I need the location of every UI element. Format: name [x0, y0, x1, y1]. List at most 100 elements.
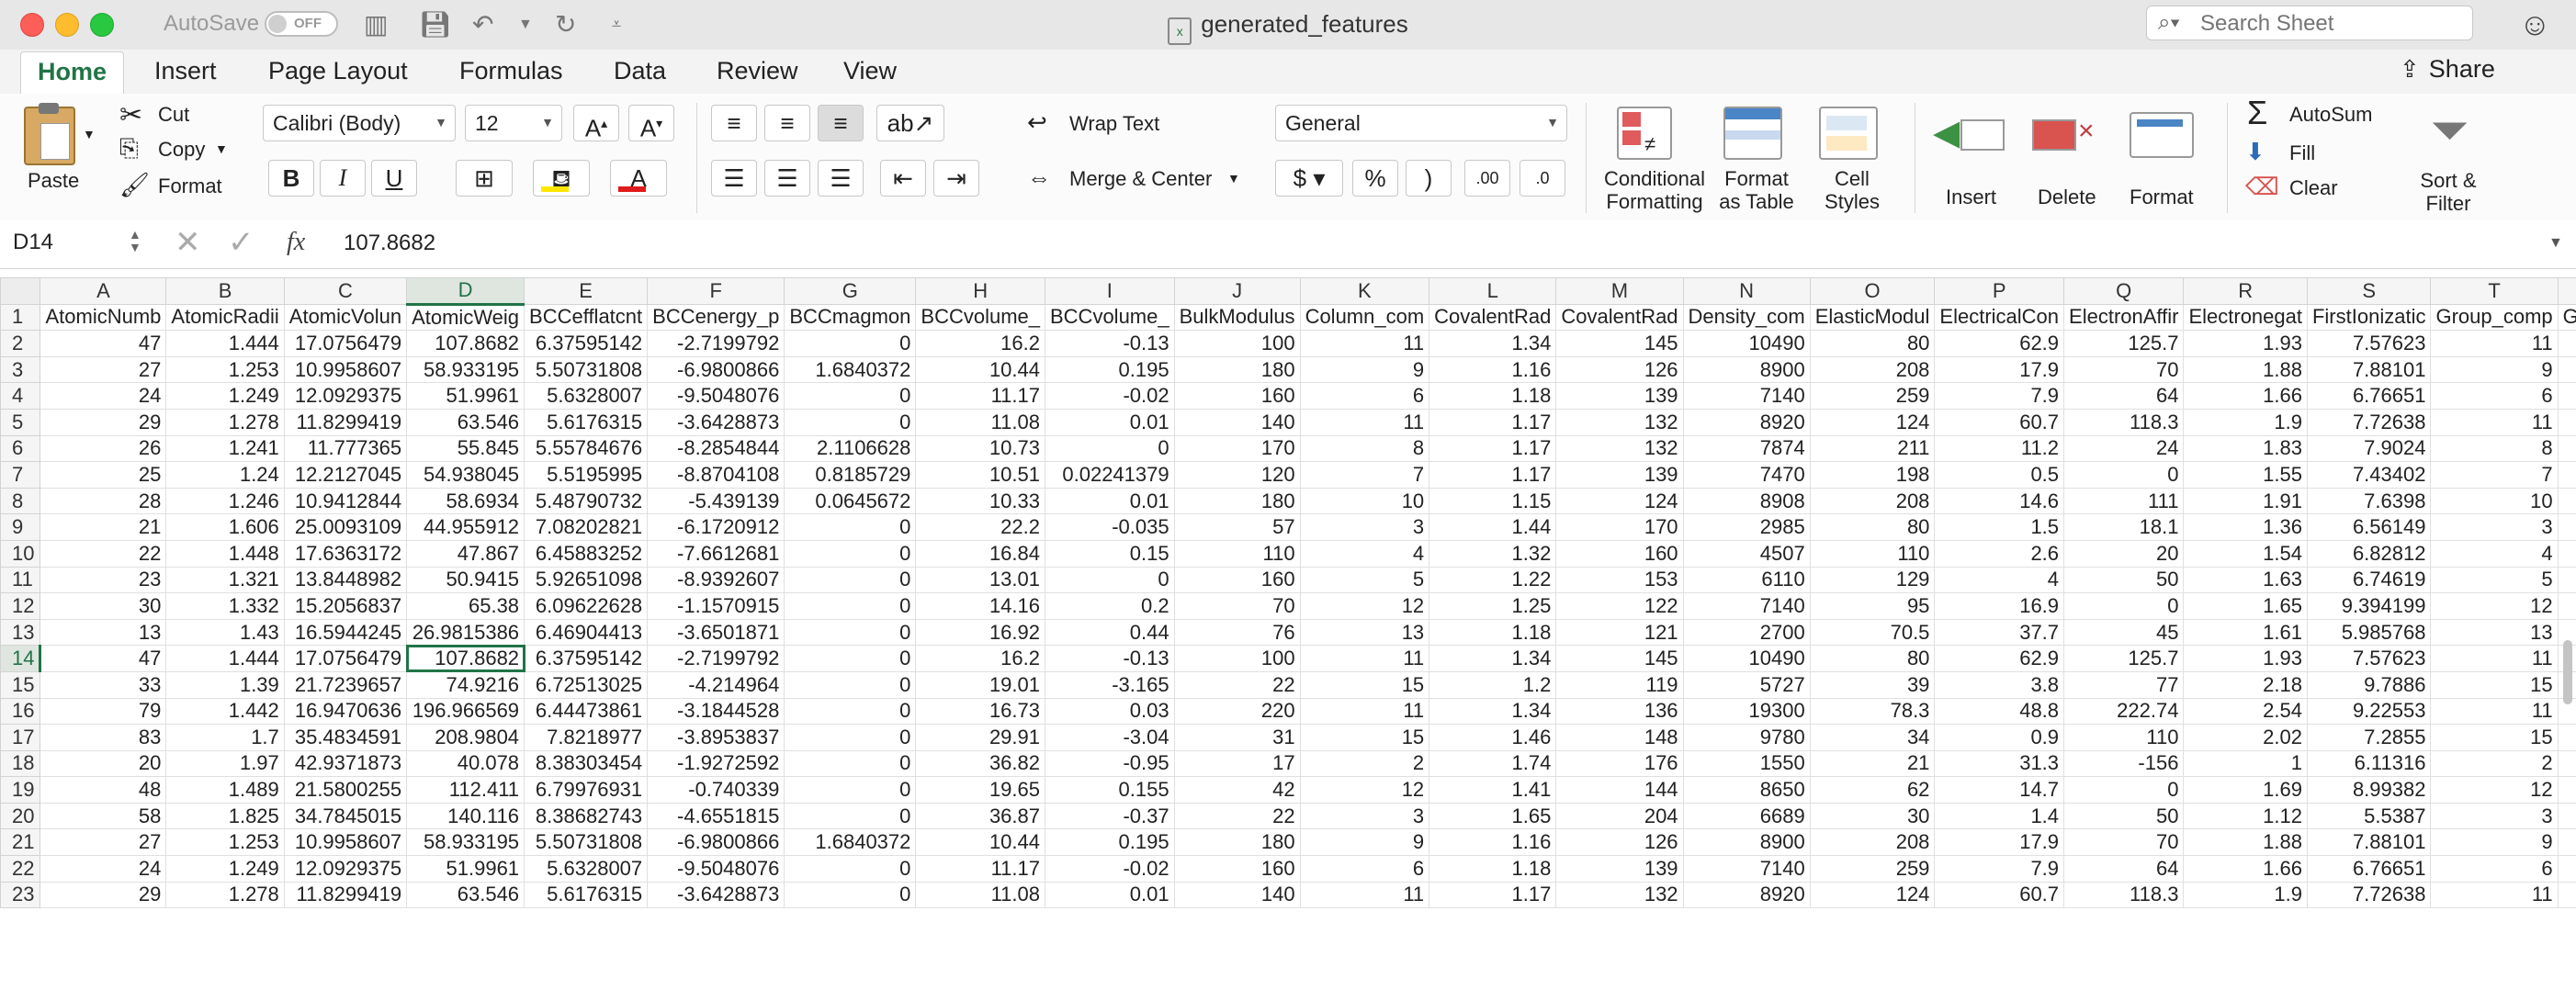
cell[interactable]: 8900 [1682, 828, 1811, 857]
cell[interactable]: 1.63 [2183, 566, 2308, 594]
cell[interactable]: 4 [1299, 539, 1430, 568]
column-header-c[interactable]: C [283, 277, 408, 305]
cell[interactable]: 2.1106628 [784, 434, 917, 463]
cell[interactable]: -0.37 [1045, 802, 1175, 830]
paste-icon[interactable] [24, 103, 75, 165]
cell[interactable]: 0 [2557, 487, 2576, 515]
cell[interactable]: 0 [2557, 408, 2576, 436]
redo-icon[interactable]: ↻ [555, 10, 577, 39]
cell[interactable]: 13.8448982 [283, 566, 408, 594]
cell[interactable]: 14.7 [1934, 776, 2065, 804]
column-header-n[interactable]: N [1682, 277, 1811, 305]
cell[interactable]: 5.6176315 [524, 881, 649, 909]
row-header[interactable]: 22 [0, 855, 41, 883]
cell[interactable]: 13.01 [915, 566, 1045, 594]
cell[interactable]: 11 [2430, 645, 2559, 672]
cell[interactable]: 180 [1173, 355, 1301, 384]
cell[interactable]: 0 [2557, 881, 2576, 909]
cell[interactable]: 100 [1173, 645, 1301, 672]
cell[interactable]: 118.3 [2063, 408, 2185, 436]
cell[interactable]: 136 [1555, 697, 1684, 726]
cell[interactable]: 0 [2557, 461, 2576, 489]
cell[interactable]: 1.22 [1429, 566, 1557, 594]
cell[interactable]: 145 [1555, 645, 1684, 672]
cell[interactable]: 107.8682 [406, 330, 525, 357]
align-bottom-button[interactable]: ≡ [818, 105, 864, 141]
cell[interactable]: 70.5 [1809, 618, 1936, 647]
cell[interactable]: 17 [1173, 749, 1301, 778]
tab-page-layout[interactable]: Page Layout [268, 57, 408, 84]
cell[interactable]: 24 [40, 382, 167, 410]
cell[interactable]: 23 [40, 566, 167, 594]
cell[interactable]: AtomicWeig [406, 303, 525, 332]
cell[interactable]: 3 [2430, 513, 2559, 541]
cell[interactable]: 1.4 [1934, 802, 2065, 830]
cell[interactable]: 16.9470636 [283, 697, 408, 726]
cell[interactable]: 7.88101 [2306, 355, 2432, 384]
cell[interactable]: 144 [1555, 776, 1684, 804]
cell[interactable]: 14.16 [915, 592, 1045, 620]
cell[interactable]: 1.17 [1429, 881, 1557, 909]
cell[interactable]: 10 [2430, 487, 2559, 515]
cell[interactable]: 0.44 [1045, 618, 1175, 647]
cell[interactable]: 3 [2430, 802, 2559, 830]
cell[interactable]: 259 [1809, 382, 1936, 410]
cell[interactable]: AtomicVolun [283, 303, 408, 332]
cell[interactable]: 140.116 [406, 802, 525, 830]
cell[interactable]: 0 [2557, 776, 2576, 804]
cell[interactable]: 110 [1809, 539, 1936, 568]
cell[interactable]: 13 [40, 618, 167, 647]
underline-button[interactable]: U [371, 160, 417, 197]
cell[interactable]: 12.0929375 [283, 382, 408, 410]
copy-icon[interactable]: ⎘ [119, 134, 139, 162]
cell[interactable]: 9.22553 [2306, 697, 2432, 726]
comma-format-button[interactable]: ) [1406, 160, 1452, 197]
cell[interactable]: 0.9 [1934, 724, 2065, 751]
cell[interactable]: 1.6840372 [784, 828, 917, 857]
cell[interactable]: 0.01 [1045, 881, 1175, 909]
cell[interactable]: 1.5 [1934, 513, 2065, 541]
conditional-formatting-button[interactable]: Conditional Formatting [1595, 167, 1714, 213]
cell[interactable]: 124 [1555, 487, 1684, 515]
cell[interactable]: 0 [2557, 355, 2576, 384]
cell[interactable]: 8920 [1682, 881, 1811, 909]
cell[interactable]: 62.9 [1934, 330, 2065, 357]
cell[interactable]: 10 [1299, 487, 1430, 515]
cell[interactable]: 0.03 [1045, 697, 1175, 726]
fill-color-button[interactable]: ⛾ [533, 160, 590, 197]
percent-format-button[interactable]: % [1352, 160, 1398, 197]
cell[interactable]: 119 [1555, 670, 1684, 699]
cell[interactable]: ElasticModul [1809, 303, 1936, 332]
cell[interactable]: 10490 [1682, 330, 1811, 357]
cell[interactable]: 0 [2063, 776, 2185, 804]
cell[interactable]: 0 [2557, 513, 2576, 541]
cell[interactable]: 0 [2557, 749, 2576, 778]
cell[interactable]: 22.2 [915, 513, 1045, 541]
cell[interactable]: 112.411 [406, 776, 525, 804]
cell[interactable]: -8.9392607 [647, 566, 785, 594]
cell[interactable]: 25.0093109 [283, 513, 408, 541]
undo-icon[interactable]: ↶ [472, 10, 494, 39]
cell[interactable]: 120 [1173, 461, 1301, 489]
cell[interactable]: 1.65 [2183, 592, 2308, 620]
cell[interactable]: 6.79976931 [524, 776, 649, 804]
cell[interactable]: 129 [1809, 566, 1936, 594]
cell[interactable]: 5.50731808 [524, 355, 649, 384]
cell[interactable]: BulkModulus [1173, 303, 1301, 332]
cell[interactable]: 259 [1809, 855, 1936, 883]
confirm-formula-icon[interactable]: ✓ [228, 225, 254, 260]
column-header-f[interactable]: F [647, 277, 785, 305]
merge-center-icon[interactable]: ⇔ [1027, 163, 1051, 191]
cell[interactable]: 6 [1299, 382, 1430, 410]
cell[interactable]: 10.73 [915, 434, 1045, 463]
cell[interactable]: 1.32 [1429, 539, 1557, 568]
cell[interactable]: 7140 [1682, 855, 1811, 883]
cell[interactable]: 11 [1299, 645, 1430, 672]
cell[interactable]: 55.845 [406, 434, 525, 463]
cell[interactable]: 34.7845015 [283, 802, 408, 830]
cell[interactable]: 8.38682743 [524, 802, 649, 830]
cell[interactable]: 5.985768 [2306, 618, 2432, 647]
cell[interactable]: 1.44 [1429, 513, 1557, 541]
cell[interactable]: 1.66 [2183, 855, 2308, 883]
cell[interactable]: 1.91 [2183, 487, 2308, 515]
